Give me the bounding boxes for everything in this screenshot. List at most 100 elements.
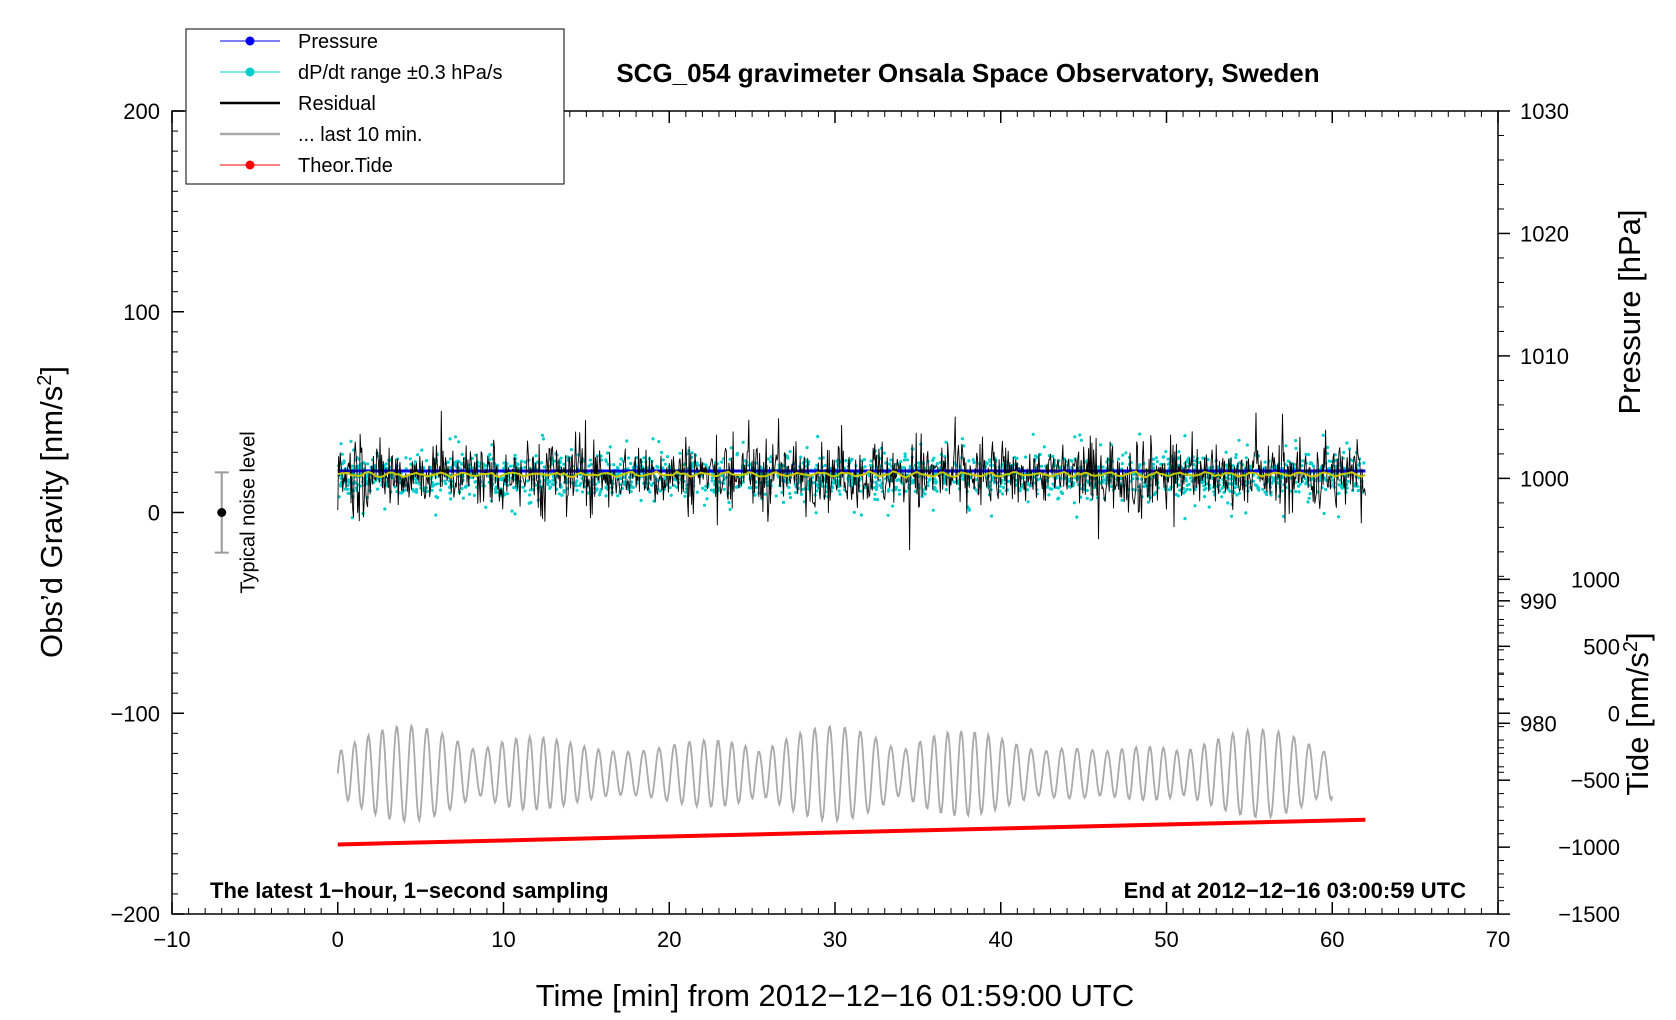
dpdt-point <box>1346 479 1350 484</box>
dpdt-point <box>1073 435 1077 439</box>
dpdt-point <box>608 445 612 449</box>
pressure-axis-ticks: 1030 1020 1010 1000 990 980 <box>1520 99 1569 736</box>
dpdt-point <box>542 465 546 469</box>
dpdt-point <box>932 456 936 460</box>
dpdt-point <box>875 485 879 489</box>
dpdt-point <box>565 455 570 459</box>
dpdt-point <box>704 484 708 488</box>
dpdt-point <box>1018 489 1022 493</box>
dpdt-point <box>432 483 436 487</box>
x-tick-label: 0 <box>332 927 344 952</box>
dpdt-point <box>815 489 819 493</box>
x-axis-title: Time [min] from 2012−12−16 01:59:00 UTC <box>536 978 1135 1013</box>
dpdt-point <box>1270 481 1274 485</box>
dpdt-point <box>655 464 659 468</box>
dpdt-point <box>1235 493 1239 497</box>
dpdt-point <box>612 463 616 467</box>
dpdt-point <box>1256 486 1260 490</box>
dpdt-point <box>849 458 853 463</box>
dpdt-point <box>763 492 767 496</box>
dpdt-point <box>461 496 465 500</box>
dpdt-point <box>1228 482 1232 486</box>
dpdt-point <box>515 462 519 467</box>
dpdt-point <box>1193 487 1197 492</box>
tide-axis-ticks: 1000 500 0 −500 −1000 −1500 <box>1558 567 1620 927</box>
dpdt-point <box>366 462 370 466</box>
dpdt-point <box>1306 500 1310 504</box>
dpdt-point <box>804 464 808 468</box>
dpdt-point <box>886 513 890 517</box>
dpdt-point <box>1206 457 1210 462</box>
dpdt-point <box>444 482 448 486</box>
dpdt-point <box>1304 482 1308 486</box>
dpdt-point <box>1237 491 1241 495</box>
dpdt-point <box>1001 485 1006 490</box>
dpdt-point <box>1067 484 1071 488</box>
dpdt-point <box>467 492 472 496</box>
dpdt-point <box>661 458 665 462</box>
dpdt-point <box>815 463 819 467</box>
dpdt-point <box>631 485 635 489</box>
dpdt-point <box>1178 488 1182 492</box>
dpdt-point <box>1309 461 1313 465</box>
dpdt-point <box>430 488 434 492</box>
dpdt-point <box>1183 434 1187 438</box>
dpdt-point <box>974 488 978 492</box>
dpdt-point <box>409 462 413 466</box>
dpdt-point <box>728 507 732 512</box>
dpdt-point <box>403 488 407 492</box>
dpdt-point <box>1078 433 1082 437</box>
dpdt-point <box>1245 443 1249 447</box>
dpdt-point <box>540 433 545 437</box>
dpdt-point <box>1026 488 1030 492</box>
dpdt-point <box>1067 479 1071 483</box>
dpdt-point <box>339 484 343 488</box>
dpdt-point <box>923 466 927 470</box>
dpdt-point <box>376 487 380 491</box>
dpdt-point <box>703 488 708 492</box>
dpdt-point <box>416 453 420 457</box>
dpdt-point <box>991 475 995 480</box>
x-tick-label: 70 <box>1486 927 1510 952</box>
dpdt-point <box>1207 505 1211 509</box>
dpdt-point <box>1057 496 1061 500</box>
dpdt-point <box>830 485 835 489</box>
dpdt-point <box>1251 479 1256 483</box>
dpdt-point <box>428 465 432 469</box>
dpdt-point <box>1256 476 1260 480</box>
dpdt-point <box>447 485 452 489</box>
dpdt-point <box>663 462 668 466</box>
dpdt-point <box>872 486 877 490</box>
dpdt-point <box>1138 432 1142 436</box>
dpdt-point <box>1026 500 1030 504</box>
series-layer <box>336 410 1366 847</box>
dpdt-point <box>616 494 620 498</box>
dpdt-point <box>523 489 527 493</box>
dpdt-point <box>1248 464 1253 468</box>
dpdt-point <box>903 455 907 459</box>
dpdt-point <box>597 493 602 497</box>
dpdt-point <box>727 500 731 505</box>
y-tick-label: 200 <box>123 99 160 124</box>
dpdt-point <box>490 443 494 447</box>
dpdt-point <box>650 483 654 487</box>
dpdt-point <box>873 475 877 479</box>
tide-tick-label: 1000 <box>1571 567 1620 592</box>
dpdt-point <box>683 494 687 498</box>
dpdt-point <box>1294 446 1298 450</box>
dpdt-point <box>595 487 599 491</box>
dpdt-point <box>1146 500 1150 504</box>
dpdt-point <box>920 495 924 499</box>
dpdt-point <box>1079 438 1083 442</box>
dpdt-point <box>1340 486 1344 490</box>
dpdt-point <box>340 462 344 466</box>
dpdt-point <box>625 439 629 443</box>
x-tick-label: 30 <box>823 927 847 952</box>
dpdt-point <box>484 505 488 509</box>
dpdt-point <box>678 451 682 455</box>
dpdt-point <box>1337 491 1341 495</box>
dpdt-point <box>418 482 422 486</box>
dpdt-point <box>859 513 864 517</box>
dpdt-point <box>710 479 714 483</box>
dpdt-point <box>913 489 917 493</box>
